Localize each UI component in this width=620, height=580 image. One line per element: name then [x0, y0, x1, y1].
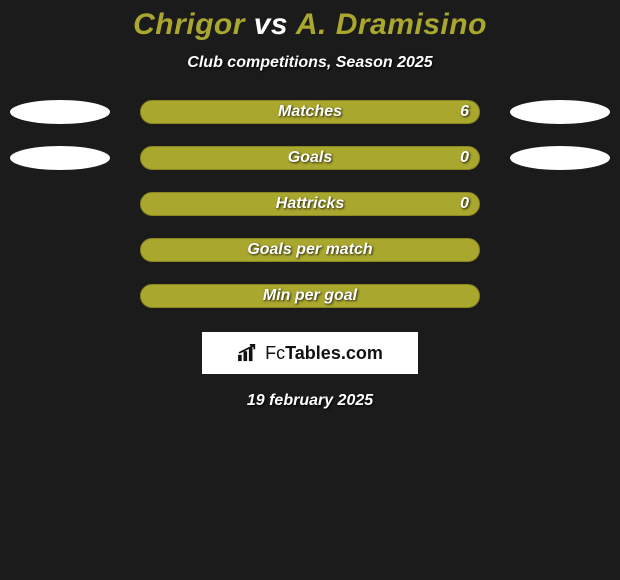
- vs-label: vs: [254, 8, 288, 41]
- bar-track: Goals per match: [140, 238, 480, 262]
- player2-marker-ellipse: [510, 100, 610, 124]
- player1-name: Chrigor: [133, 8, 245, 41]
- bar-track: Min per goal: [140, 284, 480, 308]
- player1-marker-ellipse: [10, 100, 110, 124]
- stat-bar: Min per goal: [140, 284, 480, 308]
- stat-row: Matches 6: [0, 100, 620, 124]
- stat-bar: Goals 0: [140, 146, 480, 170]
- stat-label: Goals per match: [247, 241, 372, 259]
- stat-value-right: 6: [460, 103, 469, 121]
- stat-bar: Goals per match: [140, 238, 480, 262]
- generated-date: 19 february 2025: [247, 392, 373, 410]
- bar-track: Goals 0: [140, 146, 480, 170]
- stat-label: Matches: [278, 103, 342, 121]
- bar-track: Matches 6: [140, 100, 480, 124]
- stat-rows: Matches 6 Goals 0 Hattricks 0 Goals per match M…: [0, 100, 620, 308]
- stat-label: Hattricks: [276, 195, 344, 213]
- stat-bar: Hattricks 0: [140, 192, 480, 216]
- subtitle: Club competitions, Season 2025: [187, 54, 432, 72]
- stat-label: Goals: [288, 149, 332, 167]
- bar-track: Hattricks 0: [140, 192, 480, 216]
- player2-marker-ellipse: [510, 146, 610, 170]
- player2-name: A. Dramisino: [296, 8, 487, 41]
- stat-bar: Matches 6: [140, 100, 480, 124]
- stat-label: Min per goal: [263, 287, 357, 305]
- stat-row: Goals per match: [0, 238, 620, 262]
- stat-value-right: 0: [460, 195, 469, 213]
- stat-row: Goals 0: [0, 146, 620, 170]
- stat-value-right: 0: [460, 149, 469, 167]
- comparison-infographic: Chrigor vs A. Dramisino Club competition…: [0, 0, 620, 410]
- stat-row: Min per goal: [0, 284, 620, 308]
- page-title: Chrigor vs A. Dramisino: [133, 8, 487, 42]
- stat-row: Hattricks 0: [0, 192, 620, 216]
- fctables-logo: FcTables.com: [202, 332, 418, 374]
- player1-marker-ellipse: [10, 146, 110, 170]
- bar-chart-arrow-icon: [237, 344, 259, 362]
- logo-text: FcTables.com: [265, 343, 383, 364]
